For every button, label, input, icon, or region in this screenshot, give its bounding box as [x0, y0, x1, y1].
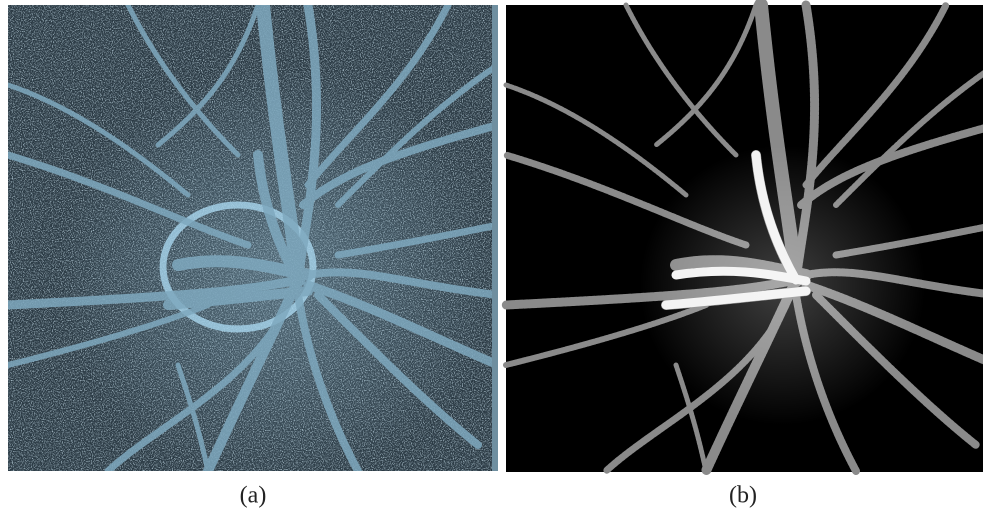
page: (a) (b) (() => { const data = JSON.parse… — [0, 0, 983, 515]
panel-a-image — [8, 5, 498, 471]
panel-b-image — [506, 5, 983, 472]
figure: (a) (b) — [0, 0, 983, 515]
caption-a: (a) — [240, 483, 267, 509]
caption-b: (b) — [729, 483, 757, 509]
